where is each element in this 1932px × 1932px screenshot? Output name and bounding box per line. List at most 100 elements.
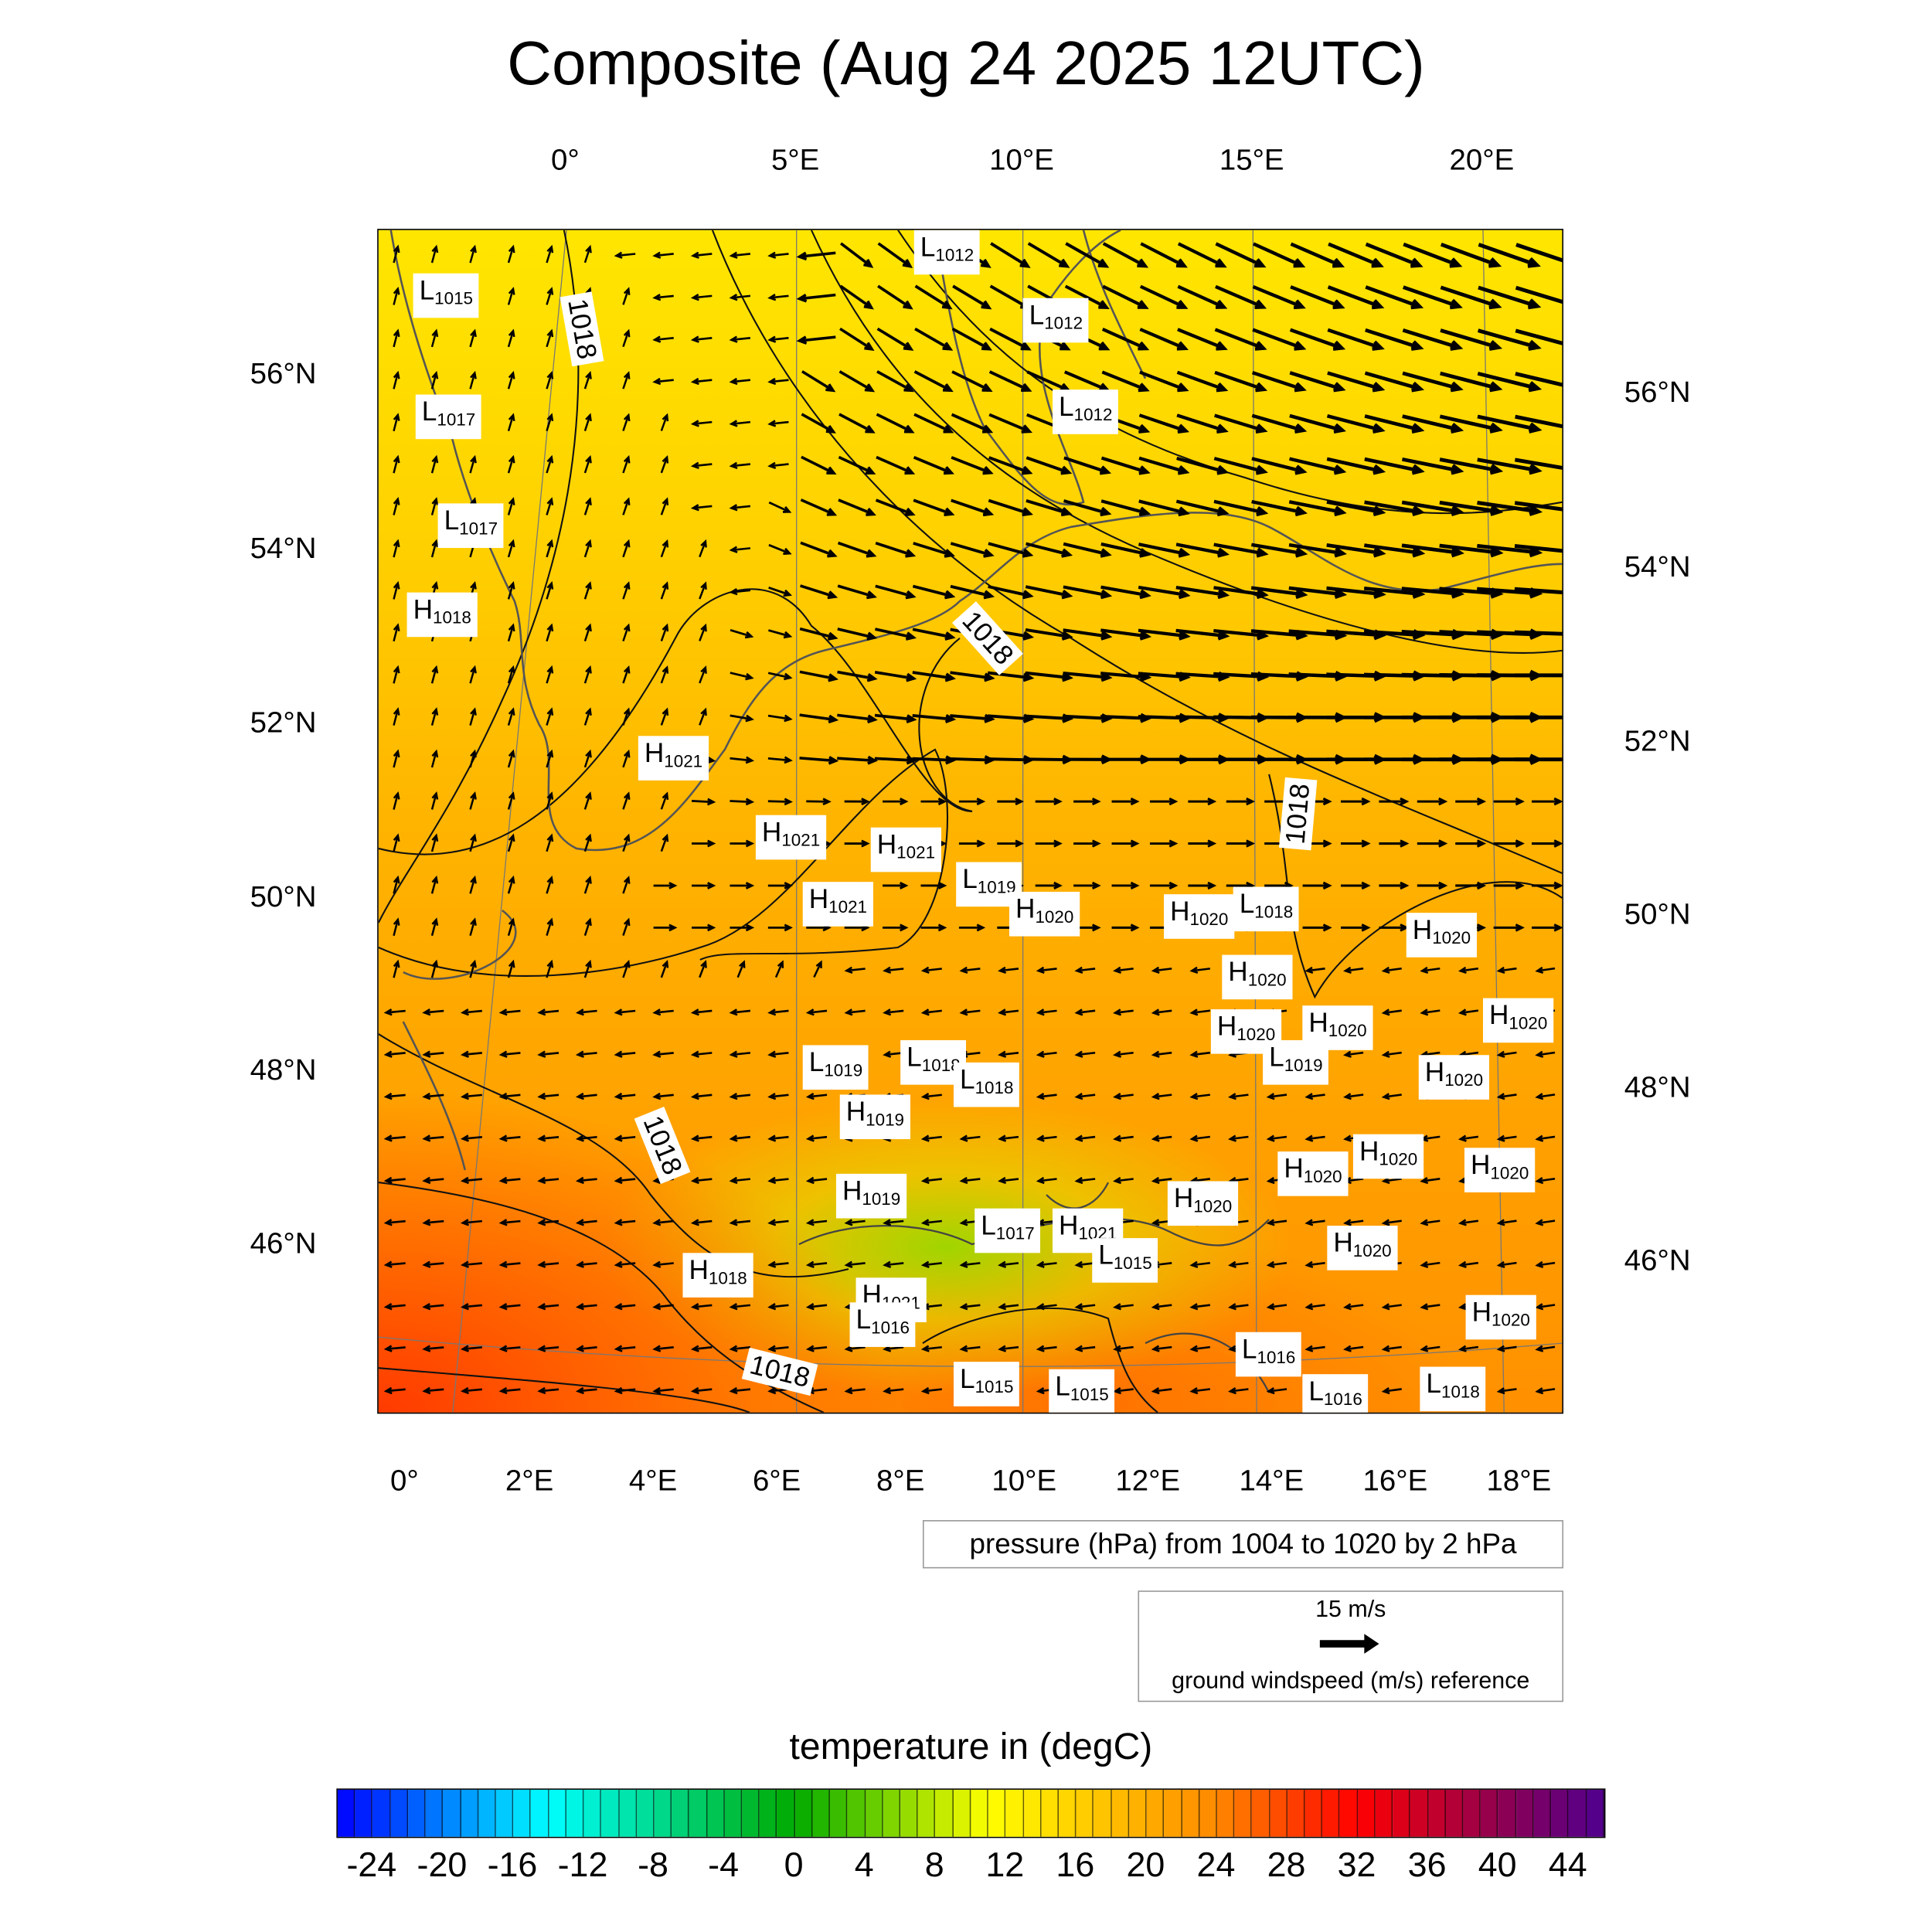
wind-arrow — [767, 1345, 789, 1352]
wind-arrow — [507, 623, 515, 642]
wind-arrow — [1151, 1345, 1172, 1352]
pressure-center-value: 1019 — [1284, 1055, 1323, 1075]
wind-arrow — [652, 377, 674, 386]
wind-arrow — [1251, 413, 1308, 434]
wind-arrow — [1074, 1134, 1096, 1142]
wind-arrow — [1381, 1176, 1402, 1185]
colorbar-swatch — [583, 1789, 602, 1837]
wind-arrow — [469, 707, 477, 726]
colorbar-swatch — [1164, 1789, 1182, 1837]
pressure-center-type: L — [981, 1209, 996, 1241]
wind-arrow — [660, 833, 669, 852]
wind-arrow — [430, 917, 439, 937]
wind-arrow — [1176, 413, 1229, 434]
wind-arrow — [1379, 881, 1410, 890]
colorbar-swatch — [794, 1789, 813, 1837]
wind-arrow — [1304, 1345, 1325, 1352]
wind-arrow — [1151, 1009, 1172, 1016]
wind-arrow — [1496, 1345, 1517, 1352]
wind-arrow — [1138, 628, 1191, 641]
wind-arrow — [583, 876, 592, 894]
wind-arrow — [951, 413, 994, 434]
high-pressure-label: H1020 — [1464, 1148, 1536, 1192]
high-pressure-label: H1020 — [1327, 1226, 1398, 1270]
wind-arrow — [393, 539, 400, 558]
wind-arrow — [583, 581, 592, 600]
wind-arrow — [729, 546, 751, 553]
wind-arrow — [690, 1134, 713, 1142]
wind-arrow — [959, 966, 981, 975]
wind-arrow — [997, 798, 1025, 806]
wind-arrow — [1364, 371, 1425, 393]
wind-arrow — [383, 1345, 406, 1352]
wind-arrow — [1251, 499, 1308, 517]
map-plot-area[interactable]: L1015 L1017 L1017 H1018 L1012 L1012 L1012 H1021… — [377, 229, 1564, 1414]
wind-arrow — [498, 1092, 521, 1100]
wind-arrow — [768, 543, 792, 555]
wind-arrow — [839, 327, 875, 351]
wind-arrow — [622, 371, 631, 389]
wind-arrow — [912, 713, 957, 723]
wind-arrow — [393, 833, 400, 852]
wind-arrow — [1213, 457, 1268, 475]
wind-arrow — [546, 791, 554, 810]
pressure-center-value: 1020 — [1379, 1148, 1418, 1169]
wind-arrow — [1252, 284, 1306, 310]
wind-arrow — [1343, 1345, 1364, 1352]
wind-arrow — [951, 498, 995, 517]
wind-arrow — [1177, 284, 1228, 309]
wind-arrow — [1514, 544, 1563, 553]
colorbar-swatch — [724, 1789, 743, 1837]
wind-arrow — [1151, 1134, 1172, 1142]
wind-arrow — [951, 327, 993, 351]
wind-arrow — [1065, 242, 1110, 268]
wind-arrow — [393, 707, 400, 726]
wind-arrow — [1478, 285, 1542, 310]
wind-arrow — [507, 454, 515, 474]
wind-arrow — [575, 1009, 597, 1016]
wind-arrow — [690, 377, 713, 386]
wind-arrow — [692, 839, 716, 848]
wind-arrow — [692, 882, 716, 889]
wind-arrow — [460, 1386, 482, 1395]
pressure-center-type: H — [1333, 1226, 1353, 1258]
wind-arrow — [507, 244, 515, 264]
wind-arrow — [1515, 372, 1563, 387]
wind-arrow — [393, 413, 400, 432]
pressure-legend-text: pressure (hPa) from 1004 to 1020 by 2 hP… — [969, 1527, 1517, 1560]
wind-arrow — [614, 1345, 636, 1352]
wind-arrow — [729, 1009, 751, 1016]
wind-arrow — [498, 1134, 521, 1142]
colorbar-swatch — [443, 1789, 461, 1837]
wind-arrow — [729, 461, 751, 470]
wind-arrow — [614, 1219, 636, 1226]
wind-arrow — [767, 714, 793, 723]
coastline — [389, 230, 1563, 1171]
left-lat-label: 56°N — [250, 357, 317, 391]
colorbar-tick-label: 12 — [985, 1845, 1025, 1884]
wind-arrow — [990, 242, 1031, 268]
wind-arrow — [875, 498, 916, 516]
pressure-center-value: 1020 — [1509, 1012, 1548, 1033]
pressure-center-type: L — [1055, 1370, 1070, 1402]
wind-arrow — [1514, 757, 1563, 762]
wind-arrow — [958, 839, 986, 848]
wind-arrow — [614, 1009, 636, 1016]
wind-arrow — [729, 294, 751, 301]
colorbar-swatch — [1041, 1789, 1059, 1837]
wind-arrow — [507, 665, 515, 684]
colorbar-tick-label: 20 — [1126, 1845, 1165, 1884]
wind-arrow — [622, 623, 631, 642]
wind-arrow — [469, 370, 477, 389]
wind-arrow — [1289, 413, 1346, 434]
wind-arrow — [1327, 285, 1385, 310]
wind-arrow — [422, 1260, 444, 1268]
wind-arrow — [1113, 1009, 1134, 1016]
wind-arrow — [383, 1009, 406, 1016]
wind-arrow — [1304, 1093, 1325, 1100]
wind-arrow — [1514, 501, 1563, 512]
high-pressure-label: H1020 — [1167, 1181, 1239, 1226]
wind-arrow — [1340, 839, 1371, 848]
pressure-center-value: 1016 — [871, 1317, 910, 1338]
pressure-center-type: L — [808, 1046, 825, 1078]
